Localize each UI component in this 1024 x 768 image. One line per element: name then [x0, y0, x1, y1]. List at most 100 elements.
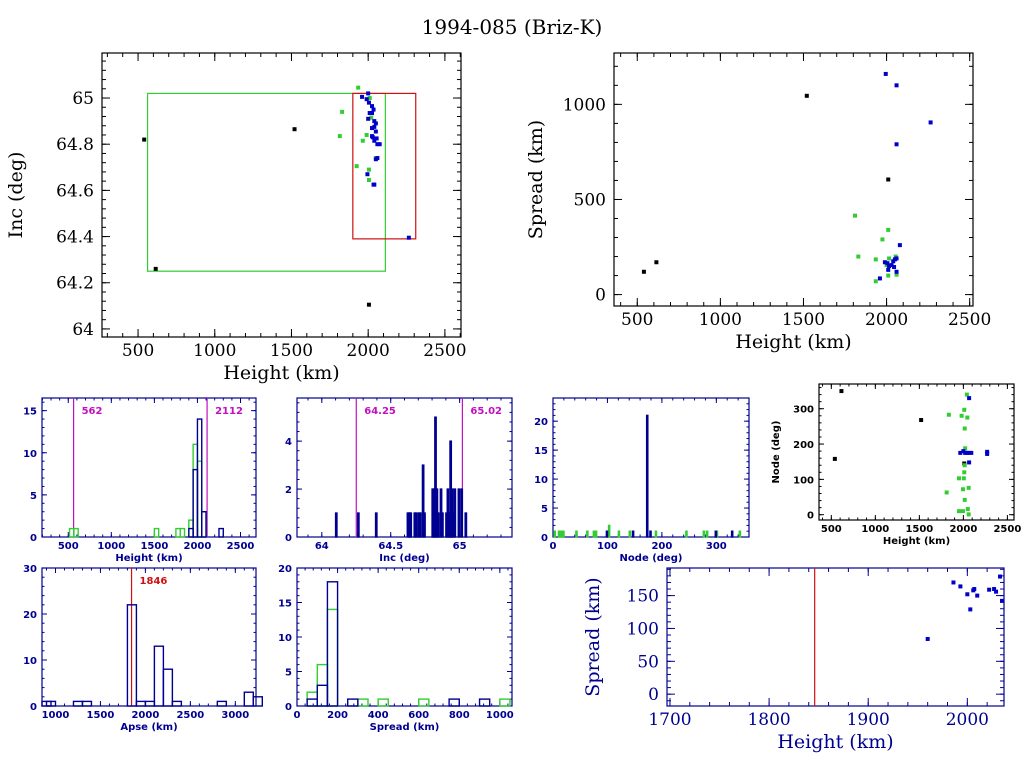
y-axis-label: Spread (km)	[525, 120, 547, 239]
plot-frame	[101, 52, 462, 338]
y-tick-label: 15	[278, 599, 292, 610]
x-axis-label: Height (km)	[735, 331, 851, 353]
y-tick-label: 20	[534, 417, 548, 428]
data-point-green	[962, 470, 967, 475]
data-point-blue	[371, 107, 376, 112]
data-point-green	[962, 463, 967, 468]
data-point-blue	[375, 142, 380, 147]
data-point-green	[946, 412, 951, 417]
data-point-blue	[994, 589, 999, 594]
histogram-bar-blue	[453, 488, 457, 538]
y-tick-label: 100	[793, 475, 814, 486]
data-point-blue	[951, 580, 956, 585]
histogram-bar-green	[179, 527, 186, 538]
data-point-blue	[886, 267, 891, 272]
histogram-bar-blue	[81, 700, 93, 707]
histogram-bar-blue	[243, 691, 255, 707]
y-tick-label: 50	[637, 652, 659, 672]
data-point-green	[360, 138, 365, 143]
data-point-blue	[958, 584, 963, 589]
x-tick-label: 1500	[905, 524, 933, 535]
histogram-bar-blue	[649, 530, 652, 538]
x-tick-label: 2000	[946, 710, 989, 730]
data-point-blue	[370, 111, 375, 116]
histogram-bar-blue	[216, 700, 228, 707]
chart-node-vs-height: 500 1000 1500 2000 2500 0 100 200 300 Height (km)…	[771, 383, 1021, 547]
data-point-blue	[882, 260, 887, 265]
y-tick-label: 30	[23, 564, 37, 575]
data-point-blue	[877, 276, 882, 281]
data-point-black	[142, 137, 147, 142]
data-point-green	[962, 407, 967, 412]
x-axis-label: Spread (km)	[370, 722, 440, 733]
histogram-bar-blue	[457, 488, 461, 538]
chart-spread-histogram: 0 200 400 600 800 1000 0 5 10 15 20 Spread (km)	[278, 564, 514, 733]
histogram-bar-blue	[171, 700, 183, 707]
histogram-bar-blue	[326, 581, 339, 707]
data-point-green	[960, 487, 965, 492]
y-tick-label: 10	[23, 656, 37, 667]
data-point-green	[886, 227, 891, 232]
x-tick-label: 2500	[176, 710, 204, 721]
x-tick-label: 1000	[42, 710, 70, 721]
histogram-bar-blue	[436, 512, 440, 538]
x-tick-label: 500	[621, 310, 653, 330]
data-point-blue	[969, 450, 974, 455]
data-point-blue	[375, 156, 380, 161]
x-tick-label: 65	[453, 541, 467, 552]
data-point-green	[962, 497, 967, 502]
histogram-bar-blue	[418, 512, 422, 538]
chart-apse-histogram: 1000 1500 2000 2500 3000 0 10 20 30 Apse (km) 1846	[23, 564, 263, 733]
x-tick-label: 2500	[993, 524, 1021, 535]
histogram-bar-blue	[316, 684, 329, 707]
y-tick-label: 10	[534, 475, 548, 486]
histogram-bar-green	[592, 530, 596, 538]
plot-frame	[666, 567, 1005, 707]
y-tick-label: 0	[648, 685, 659, 705]
plot-frame	[296, 567, 513, 707]
marker-label: 65.02	[470, 406, 502, 417]
y-tick-label: 0	[285, 533, 292, 544]
data-point-blue	[968, 607, 973, 612]
data-point-blue	[372, 138, 377, 143]
data-point-green	[966, 485, 971, 490]
x-tick-label: 0	[294, 710, 301, 721]
histogram-bar-blue	[356, 512, 360, 538]
data-point-blue	[360, 94, 365, 99]
y-tick-label: 0	[807, 511, 814, 522]
data-point-green	[959, 413, 964, 418]
histogram-bar-blue	[196, 418, 203, 538]
y-tick-label: 200	[793, 440, 814, 451]
x-axis-label: Height (km)	[883, 536, 950, 547]
y-tick-label: 20	[278, 564, 292, 575]
histogram-bar-blue	[144, 700, 156, 707]
plot-frame	[818, 383, 1015, 521]
y-tick-label: 5	[30, 491, 37, 502]
y-tick-label: 150	[627, 587, 659, 607]
y-tick-label: 15	[534, 446, 548, 457]
histogram-bar-green	[357, 698, 369, 707]
x-tick-label: 500	[122, 341, 154, 361]
data-point-black	[804, 93, 809, 98]
histogram-bar-green	[417, 698, 430, 707]
x-tick-label: 0	[550, 541, 557, 552]
data-point-blue	[928, 120, 933, 125]
data-point-blue	[967, 396, 972, 401]
data-point-green	[894, 272, 899, 277]
x-tick-label: 64	[315, 541, 329, 552]
y-tick-label: 64.4	[56, 228, 94, 248]
data-point-blue	[377, 142, 382, 147]
y-tick-label: 0	[30, 702, 37, 713]
histogram-bar-blue	[153, 645, 165, 707]
data-point-blue	[372, 119, 377, 124]
x-tick-label: 1500	[87, 710, 115, 721]
data-point-green	[873, 257, 878, 262]
data-point-green	[856, 254, 861, 259]
y-tick-label: 64.8	[56, 135, 94, 155]
data-point-blue	[373, 129, 378, 134]
y-axis-label: Spread (km)	[582, 577, 604, 696]
data-point-green	[369, 115, 374, 120]
histogram-bar-green	[738, 530, 742, 538]
